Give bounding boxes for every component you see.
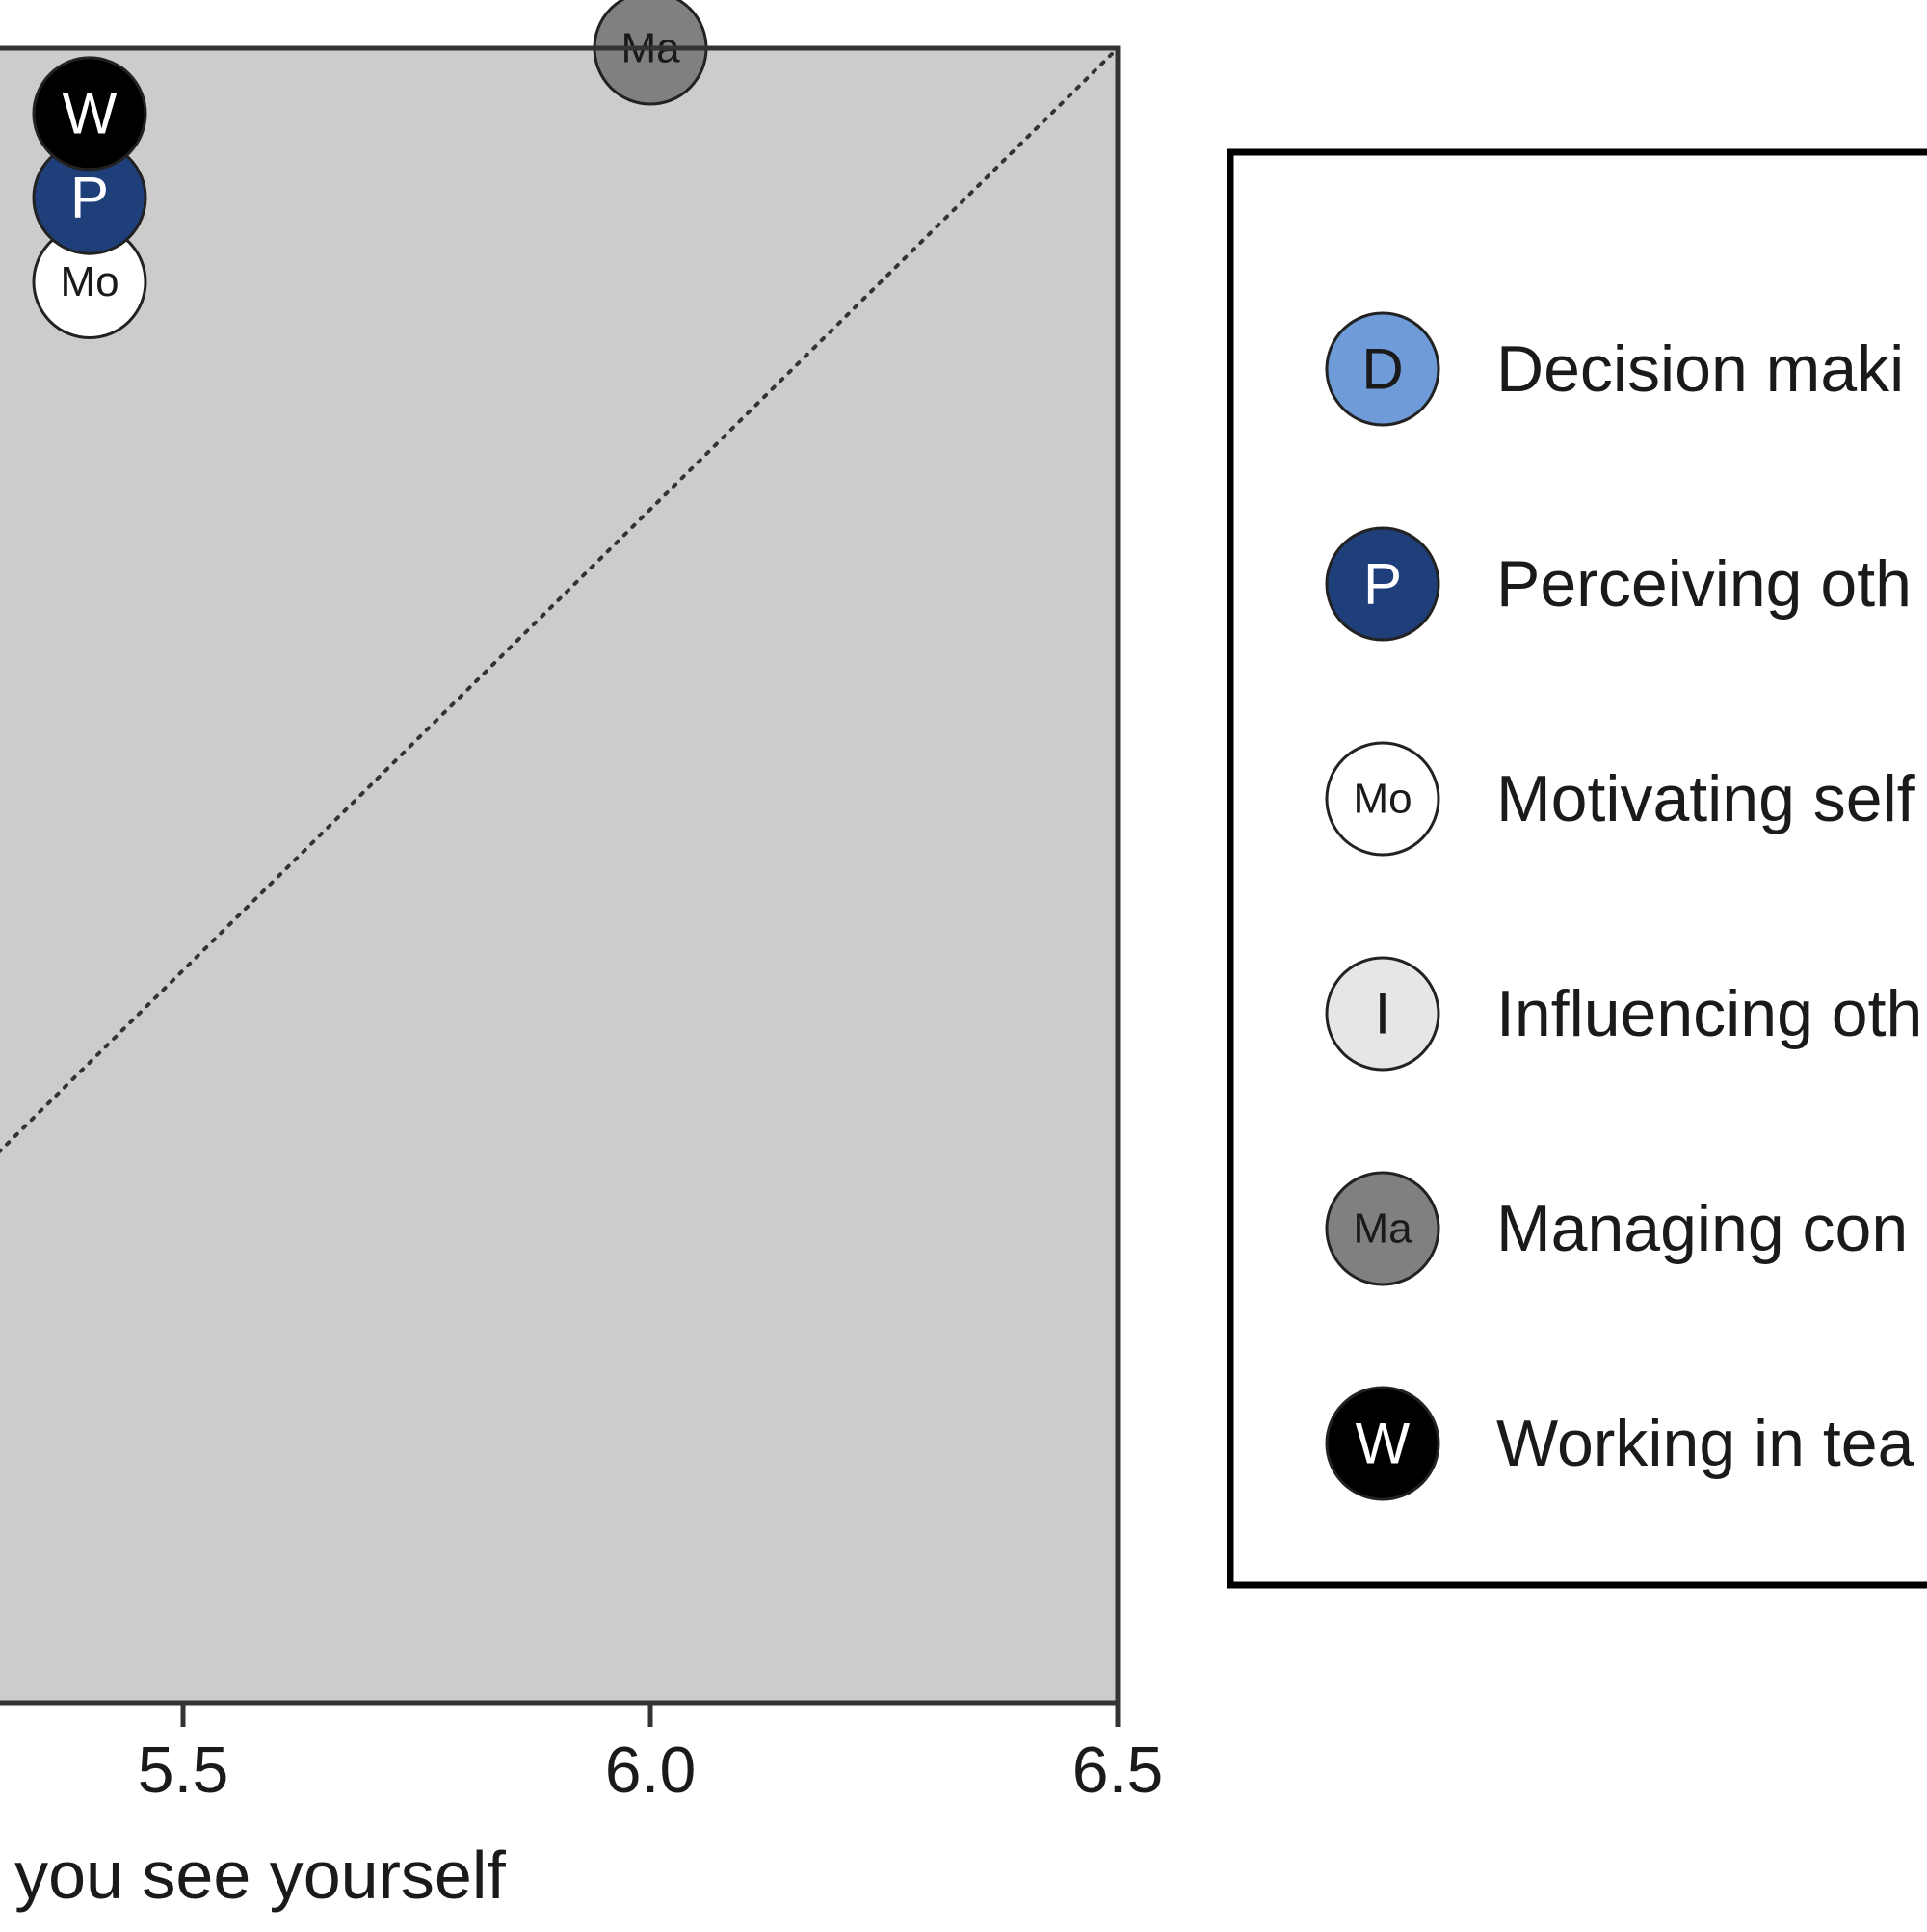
point-w: W [32,56,147,172]
legend-item-p: P Perceiving oth [1325,526,1912,642]
legend-label: Decision maki [1496,332,1904,406]
point-label: P [70,166,109,230]
x-axis: 5.5 6.0 6.5 [138,1703,1164,1807]
legend-marker-label: I [1375,982,1391,1046]
legend-marker [1325,1171,1440,1286]
legend-label: Working in tea [1496,1407,1914,1480]
legend: D Decision maki P Perceiving oth Mo Motivatin… [1325,311,1922,1501]
legend-marker [1325,1386,1440,1501]
point-p: P [32,140,147,255]
legend-marker-label: P [1363,552,1402,617]
x-tick-label: 5.5 [138,1734,229,1807]
data-points-layer: Mo PW Ma [32,0,708,339]
legend-marker [1325,526,1440,642]
legend-label: Perceiving oth [1496,547,1912,621]
legend-label: Influencing oth [1496,977,1922,1050]
legend-marker [1325,741,1440,857]
legend-label: Managing con [1496,1192,1908,1265]
legend-marker-label: D [1361,337,1403,402]
legend-item-i: I Influencing oth [1325,956,1922,1072]
legend-marker [1325,956,1440,1072]
reference-line-layer [0,46,1120,1154]
legend-marker-label: Mo [1353,776,1412,823]
legend-item-d: D Decision maki [1325,311,1904,427]
point-marker [32,56,147,172]
plot-background [0,48,1118,1703]
diagonal-reference-line [0,46,1120,1154]
plot-frame [0,45,1121,1706]
legend-marker-label: Ma [1353,1205,1412,1253]
point-label: Mo [60,258,119,305]
x-tick-label: 6.5 [1072,1734,1164,1807]
x-axis-label: you see yourself [14,1838,506,1913]
legend-item-w: W Working in tea [1325,1386,1914,1501]
x-tick-label: 6.0 [605,1734,697,1807]
legend-marker [1325,311,1440,427]
point-label: W [63,81,118,146]
legend-marker-label: W [1356,1412,1411,1476]
legend-item-mo: Mo Motivating self [1325,741,1915,857]
legend-label: Motivating self [1496,762,1915,835]
point-mo: Mo [32,225,147,339]
point-ma: Ma [593,0,708,106]
legend-item-ma: Ma Managing con [1325,1171,1908,1286]
